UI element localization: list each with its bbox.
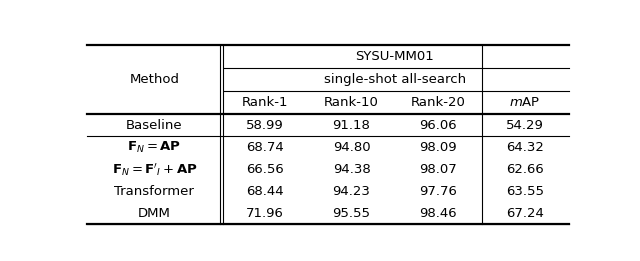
Text: Rank-10: Rank-10: [324, 96, 379, 109]
Text: Transformer: Transformer: [115, 185, 195, 198]
Text: $\mathbf{F}_N = \mathbf{F}'_I + \mathbf{AP}$: $\mathbf{F}_N = \mathbf{F}'_I + \mathbf{…: [111, 161, 197, 177]
Text: 97.76: 97.76: [419, 185, 458, 198]
Text: 64.32: 64.32: [506, 141, 544, 154]
Text: Baseline: Baseline: [126, 119, 182, 132]
Text: 68.44: 68.44: [246, 185, 284, 198]
Text: 95.55: 95.55: [333, 207, 371, 220]
Text: Method: Method: [129, 73, 179, 86]
Text: 68.74: 68.74: [246, 141, 284, 154]
Text: 63.55: 63.55: [506, 185, 544, 198]
Text: 98.07: 98.07: [419, 163, 457, 176]
Text: 91.18: 91.18: [333, 119, 371, 132]
Text: 96.06: 96.06: [420, 119, 457, 132]
Text: Rank-20: Rank-20: [411, 96, 466, 109]
Text: 71.96: 71.96: [246, 207, 284, 220]
Text: $\mathbf{F}_N = \mathbf{AP}$: $\mathbf{F}_N = \mathbf{AP}$: [127, 140, 182, 155]
Text: 94.80: 94.80: [333, 141, 371, 154]
Text: DMM: DMM: [138, 207, 171, 220]
Text: 66.56: 66.56: [246, 163, 284, 176]
Text: 98.09: 98.09: [420, 141, 457, 154]
Text: 67.24: 67.24: [506, 207, 544, 220]
Text: 62.66: 62.66: [506, 163, 544, 176]
Text: 98.46: 98.46: [420, 207, 457, 220]
Text: 94.23: 94.23: [333, 185, 371, 198]
Text: 58.99: 58.99: [246, 119, 284, 132]
Text: SYSU-MM01: SYSU-MM01: [356, 50, 435, 63]
Text: $m$AP: $m$AP: [509, 96, 541, 109]
Text: 94.38: 94.38: [333, 163, 371, 176]
Text: Rank-1: Rank-1: [241, 96, 288, 109]
Text: single-shot all-search: single-shot all-search: [324, 73, 466, 86]
Text: 54.29: 54.29: [506, 119, 544, 132]
